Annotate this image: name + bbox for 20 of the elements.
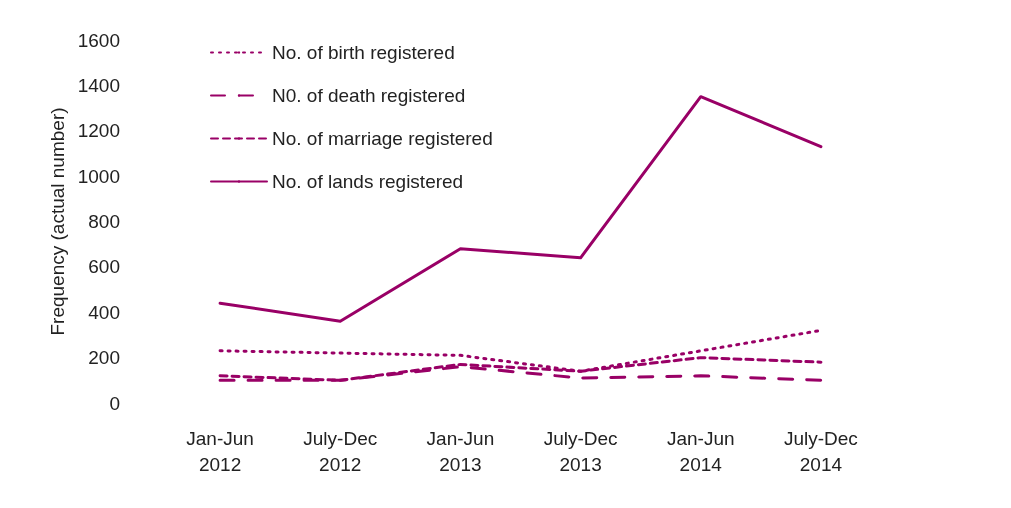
legend-label: No. of birth registered <box>272 42 455 63</box>
y-tick-label: 1600 <box>77 29 120 51</box>
y-tick-label: 1400 <box>77 74 120 96</box>
x-tick-label: July-Dec 2014 <box>783 427 858 475</box>
legend-label: N0. of death registered <box>272 85 466 106</box>
y-tick-label: 800 <box>88 211 120 232</box>
x-tick-label: July-Dec 2012 <box>303 427 378 475</box>
y-tick-label: 600 <box>88 256 120 278</box>
legend-label: No. of marriage registered <box>272 128 493 149</box>
y-tick-label: 200 <box>88 347 120 369</box>
y-axis-title: Frequency (actual number) <box>46 107 68 336</box>
y-tick-label: 0 <box>109 392 120 414</box>
x-tick-label: Jan-Jun 2012 <box>186 427 254 475</box>
legend-label: No. of lands registered <box>272 171 464 192</box>
y-tick-label: 1200 <box>77 120 120 142</box>
y-tick-label: 400 <box>88 301 120 323</box>
x-tick-label: July-Dec 2013 <box>543 427 618 475</box>
x-tick-label: Jan-Jun 2013 <box>426 427 495 475</box>
x-tick-label: Jan-Jun 2014 <box>666 427 735 475</box>
y-tick-label: 1000 <box>77 165 120 187</box>
